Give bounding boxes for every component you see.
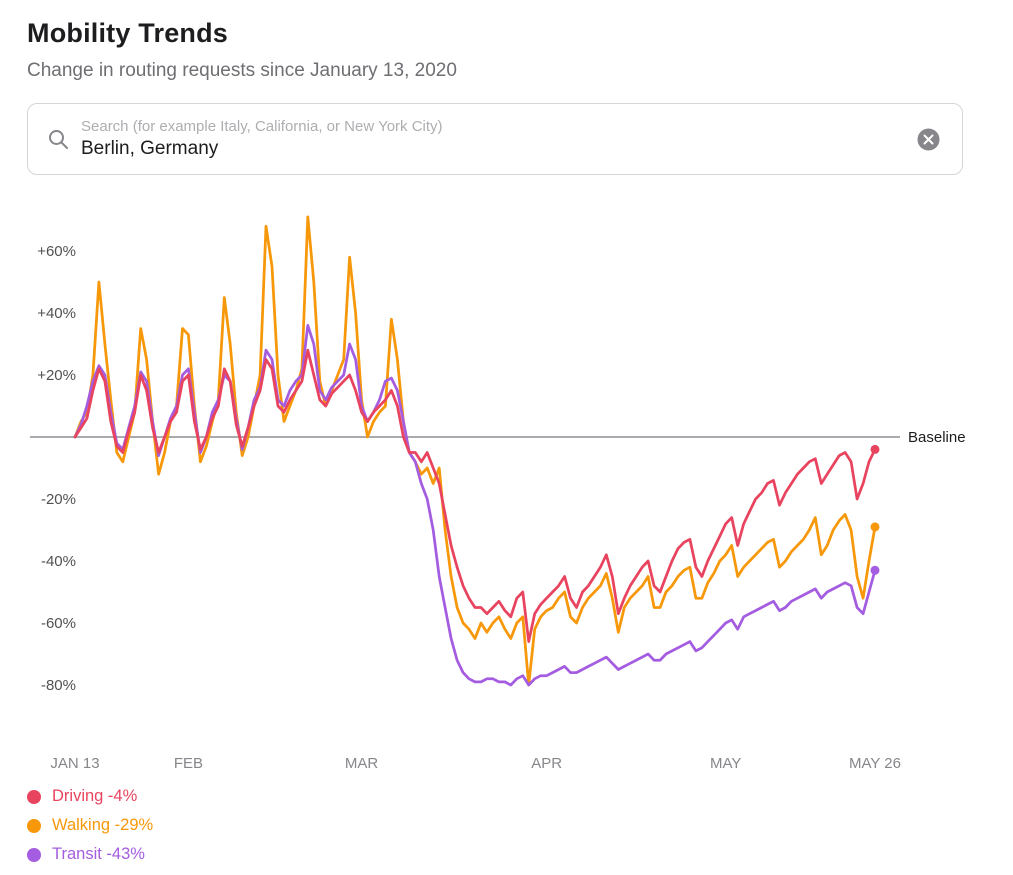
search-placeholder: Search (for example Italy, California, o… — [81, 118, 443, 135]
clear-search-button[interactable] — [916, 127, 940, 151]
y-axis-label: -20% — [41, 491, 76, 508]
y-axis-label: +60% — [37, 243, 76, 260]
x-axis-label: MAY 26 — [849, 755, 901, 772]
x-axis-label: MAR — [345, 755, 379, 772]
walking-line — [73, 215, 877, 687]
legend-item-driving: Driving -4% — [27, 787, 153, 805]
legend-label: Driving -4% — [52, 787, 138, 805]
legend-label: Walking -29% — [52, 816, 154, 834]
search-icon — [48, 129, 69, 150]
walking-endpoint-dot — [870, 522, 880, 532]
y-axis-label: +40% — [37, 305, 76, 322]
x-axis-label: APR — [531, 755, 562, 772]
driving-line — [73, 348, 877, 643]
x-axis-label: FEB — [174, 755, 203, 772]
x-axis-label: JAN 13 — [50, 755, 99, 772]
chart-legend: Driving -4% Walking -29% Transit -43% — [27, 787, 154, 875]
search-input[interactable]: Berlin, Germany — [81, 138, 219, 159]
transit-endpoint-dot — [870, 565, 880, 575]
mobility-chart: Baseline +60% +40% +20% -20% -40% -60% -80% JAN … — [0, 190, 1013, 815]
search-box[interactable]: Search (for example Italy, California, o… — [27, 103, 963, 175]
legend-item-walking: Walking -29% — [27, 816, 154, 834]
legend-label: Transit -43% — [52, 845, 145, 863]
y-axis-label: -60% — [41, 615, 76, 632]
y-axis-label: -40% — [41, 553, 76, 570]
y-axis-label: +20% — [37, 367, 76, 384]
walking-legend-dot — [27, 818, 41, 833]
driving-legend-dot — [27, 789, 41, 804]
baseline-label: Baseline — [908, 429, 966, 446]
driving-endpoint-dot — [870, 444, 880, 454]
y-axis-label: -80% — [41, 677, 76, 694]
transit-line — [73, 324, 877, 687]
legend-item-transit: Transit -43% — [27, 845, 153, 863]
x-axis-label: MAY — [710, 755, 741, 772]
transit-legend-dot — [27, 847, 41, 862]
page-subtitle: Change in routing requests since January… — [27, 60, 457, 81]
page-title: Mobility Trends — [27, 18, 229, 48]
clear-circle-x-icon — [917, 128, 939, 150]
